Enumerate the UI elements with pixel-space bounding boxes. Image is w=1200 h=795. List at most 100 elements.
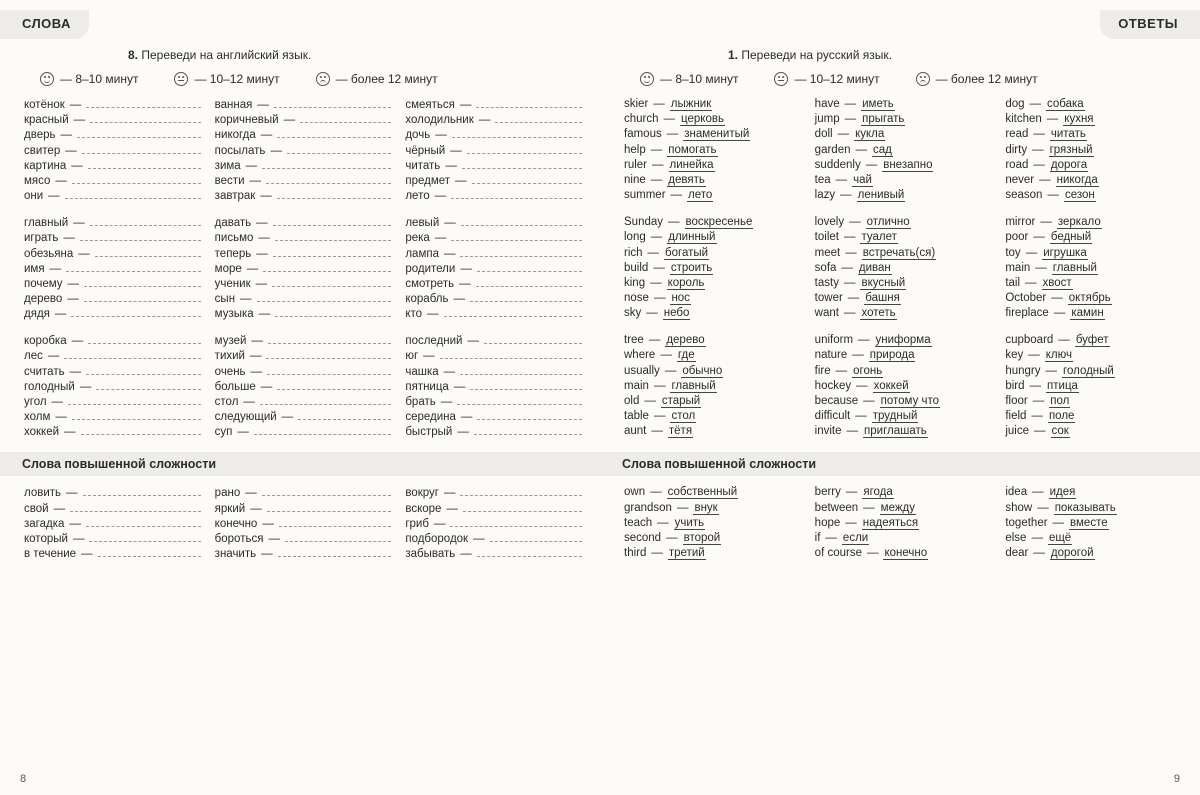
answer-blank[interactable] [450, 517, 582, 527]
answer-blank[interactable] [64, 349, 200, 359]
answer-blank[interactable] [477, 262, 582, 272]
answer-blank[interactable] [495, 113, 582, 123]
answer-blank[interactable] [463, 502, 582, 512]
answer-blank[interactable] [470, 292, 582, 302]
answer-blank[interactable] [86, 517, 201, 527]
answer-blank[interactable] [462, 159, 582, 169]
source-word: of course [815, 547, 862, 559]
answer-blank[interactable] [66, 262, 201, 272]
source-word: имя [24, 263, 45, 275]
answer-blank[interactable] [267, 365, 391, 375]
answer-blank[interactable] [278, 547, 392, 557]
answer-blank[interactable] [285, 532, 391, 542]
answer-blank[interactable] [477, 547, 582, 557]
answer-blank[interactable] [451, 231, 582, 241]
answer-blank[interactable] [262, 486, 392, 496]
answer-blank[interactable] [490, 532, 582, 542]
answer-blank[interactable] [460, 486, 582, 496]
answer-blank[interactable] [476, 277, 582, 287]
answer-blank[interactable] [277, 380, 391, 390]
answer-blank[interactable] [263, 262, 391, 272]
answer-blank[interactable] [484, 334, 582, 344]
answer-blank[interactable] [275, 307, 391, 317]
answer-blank[interactable] [86, 98, 200, 108]
answer-blank[interactable] [254, 425, 391, 435]
answer-blank[interactable] [88, 334, 201, 344]
source-word: никогда [215, 129, 256, 141]
answer-blank[interactable] [88, 159, 201, 169]
source-word: лес [24, 350, 43, 362]
answer-blank[interactable] [287, 144, 391, 154]
answer-blank[interactable] [277, 189, 392, 199]
answer-blank[interactable] [268, 334, 391, 344]
answer-blank[interactable] [273, 216, 392, 226]
answer-blank[interactable] [474, 425, 582, 435]
answer-blank[interactable] [452, 128, 582, 138]
word-row: никогда— [215, 128, 392, 141]
answer-blank[interactable] [477, 410, 582, 420]
answer-blank[interactable] [65, 189, 201, 199]
dash: — [50, 263, 62, 275]
answer-blank[interactable] [457, 395, 582, 405]
source-word: в течение [24, 548, 76, 560]
answer-blank[interactable] [266, 349, 391, 359]
answer-blank[interactable] [470, 380, 582, 390]
answer-blank[interactable] [90, 113, 201, 123]
answer-blank[interactable] [262, 159, 391, 169]
answer-blank[interactable] [72, 410, 201, 420]
answer-blank[interactable] [274, 98, 391, 108]
answer-blank[interactable] [260, 395, 391, 405]
dash: — [246, 160, 258, 172]
answer-blank[interactable] [86, 365, 201, 375]
answer-blank[interactable] [476, 98, 582, 108]
answer-blank[interactable] [84, 292, 201, 302]
answer-blank[interactable] [89, 532, 200, 542]
answer-blank[interactable] [77, 128, 201, 138]
dash: — [453, 293, 465, 305]
answer-blank[interactable] [95, 247, 201, 257]
source-word: лето [405, 190, 429, 202]
source-word: родители [405, 263, 455, 275]
source-word: have [815, 98, 840, 110]
dash: — [668, 216, 680, 228]
answer-blank[interactable] [472, 174, 583, 184]
answer-blank[interactable] [444, 307, 582, 317]
answer-blank[interactable] [451, 189, 582, 199]
answer-blank[interactable] [279, 517, 392, 527]
answer-blank[interactable] [460, 365, 582, 375]
dash: — [667, 128, 679, 140]
dash: — [72, 335, 84, 347]
answer-blank[interactable] [81, 425, 201, 435]
answer-blank[interactable] [266, 174, 391, 184]
answer-blank[interactable] [84, 277, 201, 287]
answer-blank[interactable] [275, 231, 391, 241]
answer-blank[interactable] [440, 349, 582, 359]
answer-blank[interactable] [83, 486, 201, 496]
answer-blank[interactable] [298, 410, 391, 420]
answer-blank[interactable] [72, 174, 201, 184]
answer-blank[interactable] [467, 144, 582, 154]
answer-blank[interactable] [70, 502, 201, 512]
answer-blank[interactable] [460, 247, 582, 257]
answer-blank[interactable] [272, 277, 391, 287]
dash: — [653, 262, 665, 274]
answer-blank[interactable] [68, 395, 201, 405]
answer-blank[interactable] [273, 247, 392, 257]
answer-blank[interactable] [82, 144, 201, 154]
dash: — [848, 292, 860, 304]
answer-blank[interactable] [257, 292, 392, 302]
answer-row: want—хотеть [815, 307, 992, 320]
answer-row: difficult—трудный [815, 410, 992, 423]
answer-blank[interactable] [80, 231, 201, 241]
answer-blank[interactable] [267, 502, 392, 512]
answer-blank[interactable] [96, 380, 200, 390]
answer-row: October—октябрь [1005, 292, 1182, 305]
answer-blank[interactable] [98, 547, 201, 557]
answer-blank[interactable] [461, 216, 582, 226]
answer-blank[interactable] [300, 113, 391, 123]
left-task-num: 8. [128, 48, 138, 62]
answer-blank[interactable] [90, 216, 201, 226]
left-hard-words: ловить—свой—загадка—который—в течение—ра… [18, 486, 582, 560]
answer-blank[interactable] [71, 307, 200, 317]
answer-blank[interactable] [277, 128, 391, 138]
